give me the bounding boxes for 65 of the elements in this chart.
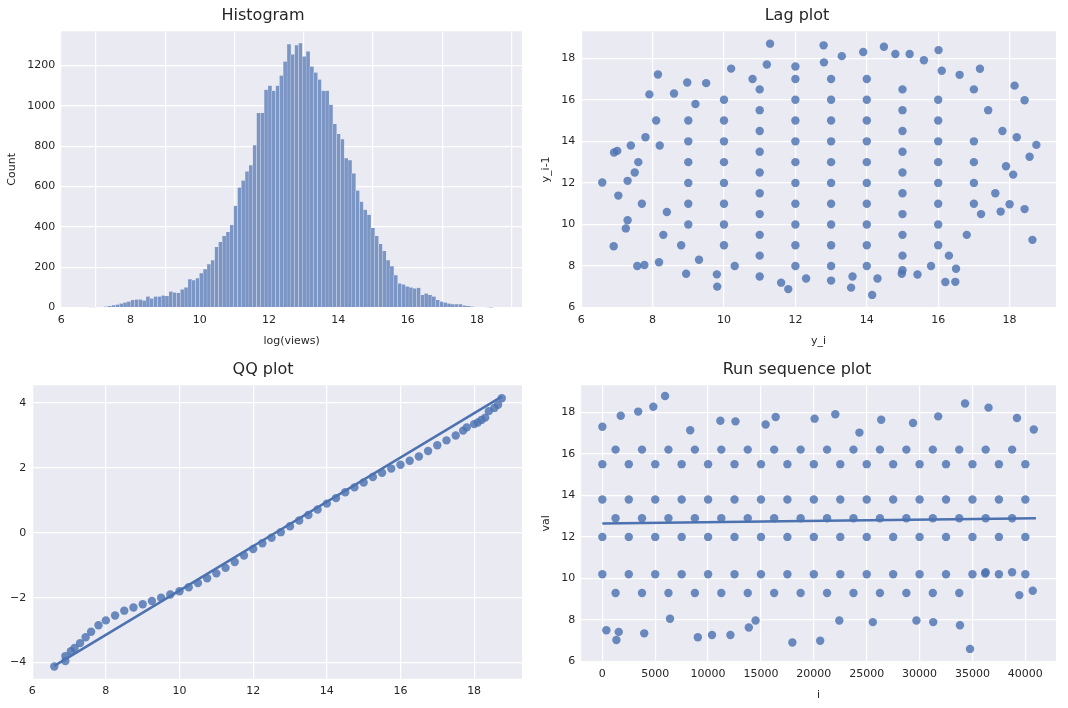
y-tick-label: −2 [10, 590, 27, 604]
x-tick-label: 10 [192, 313, 207, 327]
x-tick-label: 16 [931, 313, 946, 327]
x-tick-label: 6 [577, 313, 585, 327]
x-tick-label: 25000 [849, 667, 885, 681]
y-axis-title: Count [5, 152, 19, 186]
y-axis-title: y_i-1 [539, 156, 553, 183]
chart-title: QQ plot [232, 358, 294, 378]
x-tick-label: 12 [788, 313, 803, 327]
y-tick-label: 10 [561, 571, 576, 585]
x-tick-label: 14 [859, 313, 874, 327]
y-tick-label: 2 [19, 460, 27, 474]
y-tick-label: 12 [561, 175, 576, 189]
x-tick-label: 10000 [690, 667, 726, 681]
y-tick-label: 8 [568, 612, 576, 626]
x-tick-label: 5000 [641, 667, 670, 681]
y-axis-title: val [539, 515, 553, 532]
y-tick-label: 200 [34, 260, 56, 274]
x-tick-label: 16 [400, 313, 415, 327]
y-tick-label: 14 [561, 488, 576, 502]
y-tick-label: 8 [568, 258, 576, 272]
y-tick-label: 16 [561, 92, 576, 106]
chart-title: Histogram [221, 4, 305, 24]
x-tick-label: 14 [331, 313, 346, 327]
x-axis-title: log(views) [263, 334, 320, 348]
x-tick-label: 12 [246, 684, 261, 698]
x-tick-label: 18 [469, 313, 484, 327]
y-tick-label: 6 [568, 654, 576, 668]
y-tick-label: 12 [561, 529, 576, 543]
x-tick-label: 18 [1002, 313, 1017, 327]
x-tick-label: 30000 [902, 667, 938, 681]
x-tick-label: 40000 [1007, 667, 1043, 681]
x-axis-title: y_i [811, 334, 827, 348]
x-tick-label: 15000 [743, 667, 779, 681]
y-tick-label: 6 [568, 300, 576, 314]
x-tick-label: 10 [172, 684, 187, 698]
x-tick-label: 6 [57, 313, 65, 327]
y-tick-label: 400 [34, 219, 56, 233]
y-tick-label: 4 [19, 395, 27, 409]
y-tick-label: 1200 [27, 58, 56, 72]
y-tick-label: −4 [10, 655, 27, 669]
x-tick-label: 14 [319, 684, 334, 698]
chart-title: Lag plot [764, 4, 830, 24]
y-tick-label: 18 [561, 51, 576, 65]
y-tick-label: 1000 [27, 98, 56, 112]
x-tick-label: 18 [467, 684, 482, 698]
x-tick-label: 8 [649, 313, 657, 327]
x-tick-label: 16 [393, 684, 408, 698]
x-tick-label: 35000 [954, 667, 990, 681]
x-tick-label: 20000 [796, 667, 832, 681]
y-tick-label: 14 [561, 134, 576, 148]
y-tick-label: 800 [34, 139, 56, 153]
y-tick-label: 0 [48, 300, 56, 314]
y-tick-label: 10 [561, 217, 576, 231]
x-tick-label: 8 [126, 313, 134, 327]
x-tick-label: 8 [102, 684, 110, 698]
chart-title: Run sequence plot [722, 358, 872, 378]
x-tick-label: 10 [716, 313, 731, 327]
y-tick-label: 0 [19, 525, 27, 539]
y-tick-label: 600 [34, 179, 56, 193]
y-tick-label: 18 [561, 405, 576, 419]
y-tick-label: 16 [561, 446, 576, 460]
x-axis-title: i [817, 688, 821, 702]
x-tick-label: 0 [598, 667, 606, 681]
x-tick-label: 12 [262, 313, 277, 327]
